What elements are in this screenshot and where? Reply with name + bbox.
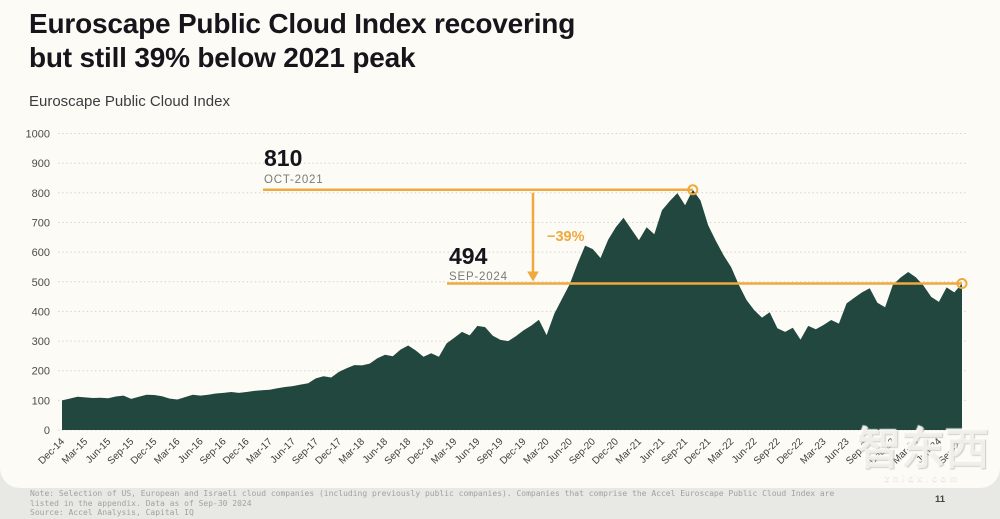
x-axis-tick-label: Mar-20 — [522, 436, 552, 466]
y-axis-tick-label: 900 — [32, 158, 50, 170]
percent-change-label: −39% — [547, 229, 585, 245]
peak-marker-circle — [687, 184, 699, 196]
x-axis-tick-label: Mar-18 — [337, 436, 367, 466]
peak-value-label: 810 — [264, 145, 302, 171]
x-axis-tick-label: Mar-15 — [60, 436, 90, 466]
peak-date-label: OCT-2021 — [264, 174, 323, 186]
x-axis-tick-label: Sep-24 — [937, 436, 968, 467]
x-axis-tick-label: Mar-21 — [614, 436, 644, 466]
source-line: Source: Accel Analysis, Capital IQ — [30, 508, 194, 517]
y-axis-tick-label: 100 — [32, 395, 50, 407]
chart-subtitle: Euroscape Public Cloud Index — [29, 93, 230, 110]
y-axis-tick-label: 300 — [32, 336, 50, 348]
area-series-layer — [62, 189, 962, 430]
slide-title-line2: but still 39% below 2021 peak — [29, 42, 416, 73]
y-axis-tick-label: 800 — [32, 188, 50, 200]
x-axis-tick-label: Mar-23 — [798, 436, 828, 466]
x-axis-tick-label: Mar-24 — [891, 436, 921, 466]
current-marker-circle — [956, 278, 968, 289]
y-axis-tick-label: 0 — [44, 425, 50, 437]
y-axis-tick-label: 700 — [32, 218, 50, 230]
current-date-label: SEP-2024 — [449, 271, 508, 283]
footnote-line2: listed in the appendix. Data as of Sep-3… — [30, 498, 252, 508]
x-axis-tick-label: Mar-16 — [152, 436, 182, 466]
y-axis-tick-label: 1000 — [26, 129, 50, 141]
decline-arrow-head — [527, 271, 539, 282]
slide-title-line1: Euroscape Public Cloud Index recovering — [29, 8, 576, 39]
x-axis-tick-label: Mar-17 — [245, 436, 275, 466]
y-axis-tick-label: 200 — [32, 366, 50, 378]
x-axis-tick-label: Mar-22 — [706, 436, 736, 466]
current-value-label: 494 — [449, 243, 488, 269]
index-area-series — [62, 189, 962, 430]
y-axis-tick-label: 600 — [32, 247, 50, 259]
y-axis-tick-label: 400 — [32, 306, 50, 318]
y-axis-tick-label: 500 — [32, 277, 50, 289]
annotation-lines-layer — [263, 184, 968, 289]
page-number: 11 — [934, 494, 946, 505]
x-axis-tick-label: Mar-19 — [429, 436, 459, 466]
slide-title: Euroscape Public Cloud Index recovering … — [29, 7, 575, 75]
footnote: Note: Selection of US, European and Isra… — [30, 489, 834, 518]
footnote-line1: Note: Selection of US, European and Isra… — [30, 489, 835, 498]
annotation-labels: 810 OCT-2021 494 SEP-2024 −39% — [264, 145, 585, 283]
